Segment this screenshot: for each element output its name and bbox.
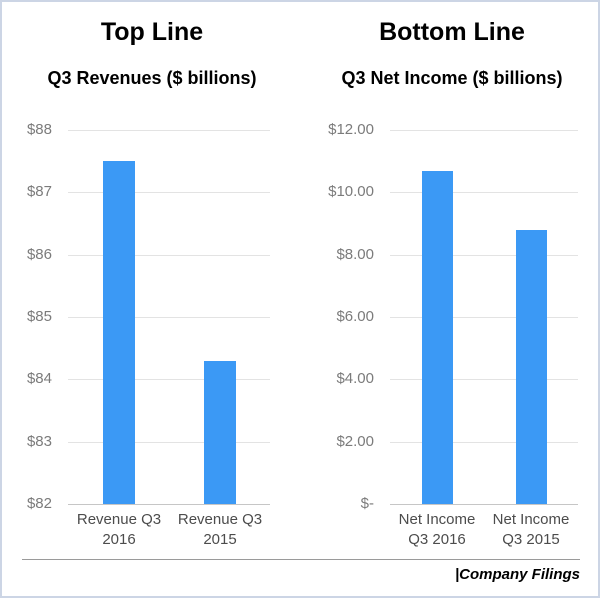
y-axis-tick-label: $4.00 [336, 370, 374, 387]
footer-divider [22, 559, 580, 560]
y-axis-tick-label: $83 [26, 433, 52, 450]
y-axis-tick-label: $8.00 [336, 246, 374, 263]
right-chart-subtitle: Q3 Net Income ($ billions) [341, 68, 563, 88]
gridline [390, 255, 578, 256]
bar [103, 161, 135, 504]
x-category-label-line: 2016 [102, 531, 136, 548]
y-axis-tick-label: $85 [26, 308, 52, 325]
x-axis-baseline [390, 504, 578, 505]
x-category-label-line: Revenue Q3 [177, 511, 263, 528]
x-category-label: Net Income Q3 2015 [466, 510, 596, 550]
y-axis-tick-label: $86 [26, 246, 52, 263]
gridline [68, 130, 270, 131]
x-category-label-line: Net Income [398, 511, 476, 528]
bar [204, 361, 236, 504]
x-category-label-line: Q3 2015 [502, 531, 560, 548]
bar [422, 171, 453, 504]
gridline [390, 379, 578, 380]
x-category-label: Net Income Q3 2016 [372, 510, 502, 550]
source-credit: |Company Filings [454, 566, 580, 583]
y-axis-tick-label: $- [360, 495, 374, 512]
gridline [68, 192, 270, 193]
x-category-label: Revenue Q3 2016 [54, 510, 184, 550]
gridline [68, 379, 270, 380]
right-chart-title: Bottom Line [379, 18, 525, 46]
gridline [390, 192, 578, 193]
x-category-label: Revenue Q3 2015 [155, 510, 285, 550]
y-axis-tick-label: $12.00 [328, 121, 374, 138]
x-category-label-line: Revenue Q3 [76, 511, 162, 528]
x-axis-baseline [68, 504, 270, 505]
x-category-label-line: Q3 2016 [408, 531, 466, 548]
y-axis-tick-label: $6.00 [336, 308, 374, 325]
y-axis-tick-label: $10.00 [328, 183, 374, 200]
bar [516, 230, 547, 504]
gridline [68, 442, 270, 443]
gridline [68, 255, 270, 256]
gridline [68, 317, 270, 318]
y-axis-tick-label: $84 [26, 370, 52, 387]
x-category-label-line: 2015 [203, 531, 237, 548]
y-axis-tick-label: $2.00 [336, 433, 374, 450]
y-axis-tick-label: $87 [26, 183, 52, 200]
gridline [390, 442, 578, 443]
left-chart-title: Top Line [100, 18, 204, 46]
left-chart-subtitle: Q3 Revenues ($ billions) [47, 68, 257, 88]
x-category-label-line: Net Income [492, 511, 570, 528]
gridline [390, 317, 578, 318]
y-axis-tick-label: $82 [26, 495, 52, 512]
gridline [390, 130, 578, 131]
y-axis-tick-label: $88 [26, 121, 52, 138]
